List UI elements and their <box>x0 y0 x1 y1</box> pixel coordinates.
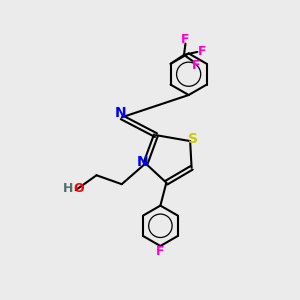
Text: O: O <box>74 182 84 195</box>
Text: H: H <box>63 182 74 195</box>
Text: S: S <box>188 132 198 146</box>
Text: N: N <box>115 106 126 120</box>
Text: F: F <box>156 245 165 258</box>
Text: F: F <box>198 45 207 58</box>
Text: N: N <box>137 155 148 169</box>
Text: F: F <box>192 59 200 72</box>
Text: F: F <box>181 33 189 46</box>
